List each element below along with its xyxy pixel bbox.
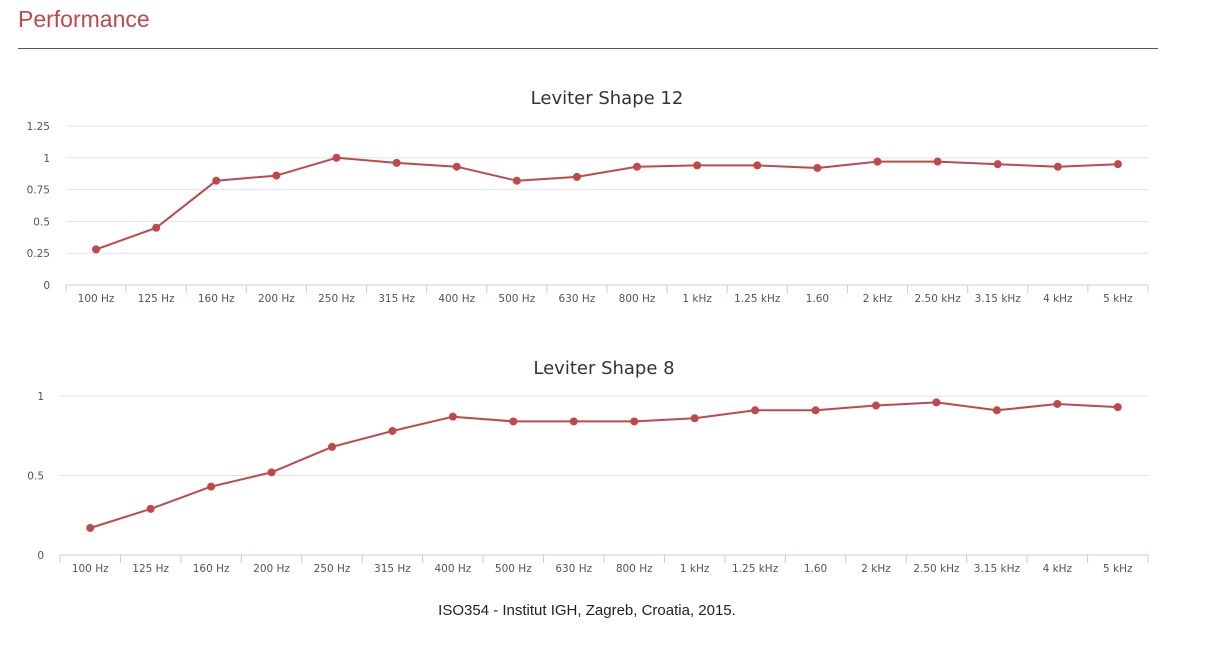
- data-point-shape-12[interactable]: [873, 157, 882, 166]
- x-tick-label-shape-8: 250 Hz: [314, 563, 351, 575]
- x-tick-label-shape-12: 500 Hz: [498, 293, 535, 305]
- data-point-shape-12[interactable]: [1113, 160, 1122, 169]
- data-point-shape-8[interactable]: [207, 482, 216, 491]
- x-tick-label-shape-12: 100 Hz: [78, 293, 115, 305]
- x-tick-label-shape-12: 4 kHz: [1043, 293, 1073, 305]
- chart-title-shape-12: Leviter Shape 12: [531, 88, 684, 109]
- data-point-shape-8[interactable]: [751, 406, 760, 415]
- data-point-shape-12[interactable]: [813, 163, 822, 172]
- data-point-shape-8[interactable]: [448, 412, 457, 421]
- data-point-shape-12[interactable]: [512, 176, 521, 185]
- x-tick-label-shape-12: 125 Hz: [138, 293, 175, 305]
- x-tick-label-shape-12: 400 Hz: [438, 293, 475, 305]
- x-tick-label-shape-12: 2 kHz: [863, 293, 893, 305]
- x-tick-label-shape-8: 2 kHz: [861, 563, 891, 575]
- chart-leviter-shape-12: Leviter Shape 12 0 0.25 0.5 0.75 1 1.25 100 Hz 1…: [27, 88, 1149, 305]
- x-tick-label-shape-8: 4 kHz: [1043, 563, 1073, 575]
- x-tick-label-shape-8: 1.25 kHz: [732, 563, 779, 575]
- x-tick-label-shape-12: 2.50 kHz: [915, 293, 962, 305]
- data-point-shape-12[interactable]: [993, 160, 1002, 169]
- x-tick-label-shape-12: 1.60: [806, 293, 829, 305]
- x-tick-label-shape-8: 800 Hz: [616, 563, 653, 575]
- data-point-shape-8[interactable]: [569, 417, 578, 426]
- data-point-shape-12[interactable]: [933, 157, 942, 166]
- data-point-shape-8[interactable]: [509, 417, 518, 426]
- data-point-shape-8[interactable]: [267, 468, 276, 477]
- footer-caption: ISO354 - Institut IGH, Zagreb, Croatia, …: [438, 602, 736, 619]
- y-tick-label-shape-12: 1: [43, 153, 50, 165]
- x-tick-label-shape-8: 1 kHz: [680, 563, 710, 575]
- y-tick-label-shape-8: 0: [37, 550, 44, 562]
- y-tick-label-shape-12: 0.25: [27, 248, 50, 260]
- y-tick-label-shape-8: 0.5: [27, 471, 44, 483]
- x-tick-label-shape-12: 250 Hz: [318, 293, 355, 305]
- x-tick-label-shape-12: 1 kHz: [682, 293, 712, 305]
- x-tick-label-shape-12: 5 kHz: [1103, 293, 1133, 305]
- x-tick-label-shape-12: 315 Hz: [378, 293, 415, 305]
- data-point-shape-12[interactable]: [753, 161, 762, 170]
- data-point-shape-12[interactable]: [92, 245, 101, 254]
- chart-title-shape-8: Leviter Shape 8: [533, 358, 674, 379]
- data-point-shape-8[interactable]: [872, 401, 880, 410]
- x-tick-label-shape-12: 160 Hz: [198, 293, 235, 305]
- x-tick-label-shape-12: 1.25 kHz: [734, 293, 781, 305]
- x-tick-label-shape-12: 800 Hz: [619, 293, 656, 305]
- y-tick-label-shape-12: 1.25: [27, 121, 50, 133]
- data-point-shape-12[interactable]: [633, 162, 642, 171]
- chart-leviter-shape-8: Leviter Shape 8 0 0.5 1 100 Hz 125 Hz 160 Hz 20…: [27, 358, 1149, 575]
- y-tick-label-shape-12: 0.75: [27, 185, 50, 197]
- data-point-shape-12[interactable]: [212, 176, 221, 185]
- data-point-shape-12[interactable]: [392, 158, 401, 167]
- y-tick-label-shape-8: 1: [37, 391, 44, 403]
- data-point-shape-12[interactable]: [452, 162, 461, 171]
- x-tick-label-shape-8: 315 Hz: [374, 563, 411, 575]
- x-tick-label-shape-12: 3.15 kHz: [975, 293, 1022, 305]
- data-point-shape-8[interactable]: [1053, 399, 1062, 408]
- data-point-shape-8[interactable]: [86, 523, 95, 532]
- section-divider: [18, 48, 1158, 49]
- x-tick-label-shape-8: 125 Hz: [132, 563, 169, 575]
- x-tick-label-shape-8: 5 kHz: [1103, 563, 1133, 575]
- data-point-shape-8[interactable]: [992, 406, 1001, 415]
- x-tick-label-shape-8: 100 Hz: [72, 563, 109, 575]
- data-point-shape-8[interactable]: [811, 406, 820, 415]
- series-line-shape-8: [89, 401, 1118, 529]
- data-point-shape-12[interactable]: [152, 223, 161, 232]
- x-tick-label-shape-8: 630 Hz: [555, 563, 592, 575]
- x-tick-label-shape-8: 200 Hz: [253, 563, 290, 575]
- y-tick-label-shape-12: 0.5: [33, 216, 50, 228]
- series-line-shape-12: [95, 156, 1118, 251]
- data-point-shape-8[interactable]: [630, 417, 639, 426]
- y-tick-label-shape-12: 0: [43, 280, 50, 292]
- data-point-shape-8[interactable]: [932, 398, 941, 407]
- x-tick-label-shape-12: 200 Hz: [258, 293, 295, 305]
- x-tick-label-shape-8: 160 Hz: [193, 563, 230, 575]
- data-point-shape-8[interactable]: [146, 504, 155, 513]
- section-title: Performance: [18, 6, 150, 32]
- data-point-shape-12[interactable]: [1053, 162, 1062, 171]
- x-tick-label-shape-8: 3.15 kHz: [974, 563, 1021, 575]
- data-point-shape-12[interactable]: [332, 153, 341, 162]
- data-point-shape-8[interactable]: [690, 414, 699, 423]
- x-tick-label-shape-12: 630 Hz: [559, 293, 596, 305]
- data-point-shape-12[interactable]: [572, 172, 581, 181]
- x-tick-label-shape-8: 400 Hz: [434, 563, 471, 575]
- data-point-shape-8[interactable]: [388, 426, 397, 435]
- x-tick-label-shape-8: 1.60: [804, 563, 827, 575]
- data-point-shape-8[interactable]: [1113, 403, 1122, 412]
- data-point-shape-12[interactable]: [693, 161, 702, 170]
- x-tick-label-shape-8: 2.50 kHz: [913, 563, 960, 575]
- data-point-shape-12[interactable]: [272, 171, 281, 180]
- x-tick-label-shape-8: 500 Hz: [495, 563, 532, 575]
- data-point-shape-8[interactable]: [328, 442, 336, 451]
